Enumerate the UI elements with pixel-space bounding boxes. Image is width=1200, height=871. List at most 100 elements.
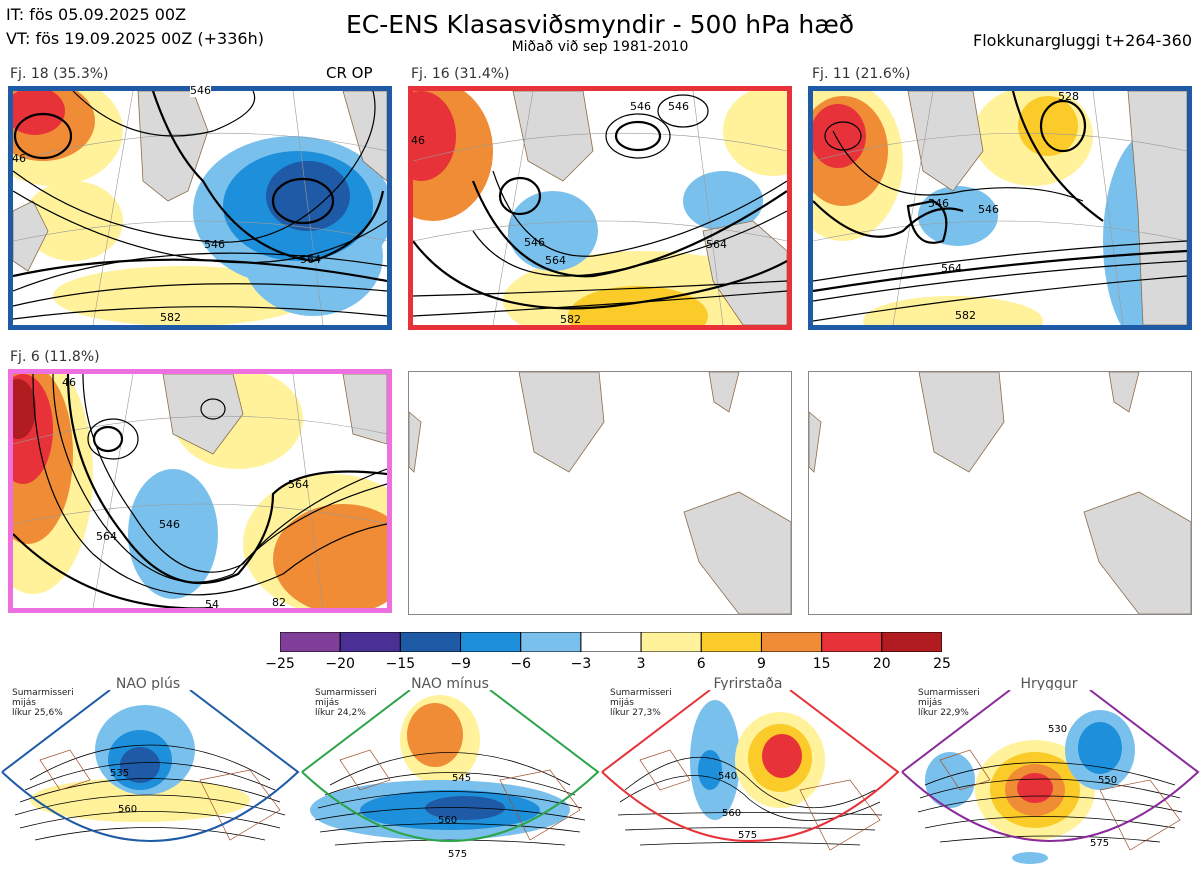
regime-map-nao-minus [301, 690, 600, 846]
colorbar-tick-label: 3 [636, 656, 646, 672]
regime-contour-label: 560 [438, 815, 458, 826]
regime-word: mijás [12, 698, 36, 708]
contour-label: 546 [630, 100, 651, 113]
cluster-label-18: Fj. 18 (35.3%) [10, 66, 109, 82]
regime-probability: líkur 22,9% [918, 708, 969, 718]
regime-map-ridge [901, 690, 1200, 864]
contour-label: 564 [288, 478, 309, 491]
regime-title: NAO plús [115, 676, 181, 692]
chart-subtitle: Miðað við sep 1981-2010 [511, 39, 689, 55]
empty-map-1-graphic [409, 372, 791, 614]
colorbar-bin [520, 632, 582, 652]
init-time: IT: fös 05.09.2025 00Z [6, 5, 187, 24]
regime-contour-label: 540 [718, 771, 738, 782]
colorbar-bin [700, 632, 762, 652]
colorbar-tick-label: 9 [756, 656, 766, 672]
colorbar-bin [399, 632, 462, 652]
colorbar-tick-label: −6 [510, 656, 532, 672]
regime-season: Sumarmisseri [315, 688, 377, 698]
colorbar-bin [760, 632, 823, 652]
regime-title: Hryggur [1020, 676, 1078, 692]
colorbar-bin [580, 632, 642, 652]
empty-map-2-graphic [809, 372, 1191, 614]
regime-title: Fyrirstaða [713, 676, 783, 692]
contour-label: 564 [545, 254, 566, 267]
colorbar-bin [640, 632, 702, 652]
cluster-map-18-graphic [13, 91, 387, 325]
control-run-label: CR OP [326, 64, 373, 82]
chart-title: EC-ENS Klasasviðsmyndir - 500 hPa hæð [345, 10, 855, 39]
regime-title: NAO mínus [411, 676, 489, 692]
regime-contour-label: 560 [118, 804, 138, 815]
regime-season: Sumarmisseri [610, 688, 672, 698]
colorbar-tick-label: −9 [450, 656, 471, 672]
cluster-map-18 [8, 86, 392, 330]
contour-label: 546 [159, 518, 180, 531]
colorbar-bin [280, 632, 341, 652]
regime-probability: líkur 27,3% [610, 708, 661, 718]
contour-label: 46 [411, 134, 425, 147]
contour-label: 82 [272, 596, 286, 609]
regime-contour-label: 545 [452, 773, 472, 784]
contour-label: 54 [205, 598, 219, 611]
regime-contour-label: 535 [110, 768, 130, 779]
regime-contour-label: 560 [722, 808, 742, 819]
contour-label: 546 [978, 203, 999, 216]
regime-contour-label: 575 [448, 849, 468, 860]
contour-label: 528 [1058, 90, 1079, 103]
regime-word: mijás [918, 698, 942, 708]
colorbar [280, 632, 942, 652]
contour-label: 46 [12, 152, 26, 165]
cluster-label-11: Fj. 11 (21.6%) [812, 66, 911, 82]
cluster-label-16: Fj. 16 (31.4%) [411, 66, 510, 82]
regime-season: Sumarmisseri [12, 688, 74, 698]
regime-probability: líkur 25,6% [12, 708, 63, 718]
colorbar-tick-label: 20 [872, 656, 891, 672]
cluster-map-16-graphic [413, 91, 787, 325]
colorbar-tick-label: 25 [933, 656, 951, 672]
cluster-map-6-graphic [13, 374, 387, 608]
colorbar-tick-label: −25 [265, 656, 295, 672]
cluster-map-16 [408, 86, 792, 330]
regime-word: mijás [610, 698, 634, 708]
regime-contour-label: 530 [1048, 724, 1068, 735]
contour-label: 546 [524, 236, 545, 249]
regime-map-nao-plus [1, 690, 300, 842]
regime-probability: líkur 24,2% [315, 708, 366, 718]
regime-maps [1, 690, 1200, 864]
regime-contour-label: 575 [738, 830, 758, 841]
colorbar-tick-label: 6 [696, 656, 706, 672]
contour-label: 546 [204, 238, 225, 251]
empty-map-1 [408, 371, 792, 615]
contour-label: 582 [160, 311, 181, 324]
colorbar-bin [881, 632, 942, 652]
regime-contour-label: 575 [1090, 838, 1110, 849]
colorbar-tick-label: −20 [325, 656, 355, 672]
colorbar-bin [339, 632, 401, 652]
empty-map-2 [808, 371, 1192, 615]
valid-time: VT: fös 19.09.2025 00Z (+336h) [6, 29, 264, 48]
window-label: Flokkunargluggi t+264-360 [973, 31, 1192, 50]
contour-label: 564 [941, 262, 962, 275]
colorbar-tick-label: −15 [385, 656, 416, 672]
regime-map-blocking [601, 690, 900, 851]
contour-label: 582 [560, 313, 581, 326]
contour-label: 546 [668, 100, 689, 113]
colorbar-bin [821, 632, 883, 652]
contour-label: 564 [706, 238, 727, 251]
contour-label: 582 [955, 309, 976, 322]
regime-season: Sumarmisseri [918, 688, 980, 698]
regime-word: mijás [315, 698, 339, 708]
cluster-map-11-graphic [813, 91, 1187, 325]
cluster-map-11 [808, 86, 1192, 330]
contour-label: 564 [96, 530, 117, 543]
contour-label: 546 [928, 197, 949, 210]
contour-label: 46 [62, 376, 76, 389]
colorbar-bin [460, 632, 522, 652]
colorbar-tick-label: 15 [812, 656, 831, 672]
regime-contour-label: 550 [1098, 775, 1118, 786]
cluster-label-6: Fj. 6 (11.8%) [10, 349, 100, 365]
contour-label: 546 [190, 84, 211, 97]
colorbar-tick-label: −3 [570, 656, 592, 672]
cluster-map-6 [8, 369, 392, 613]
